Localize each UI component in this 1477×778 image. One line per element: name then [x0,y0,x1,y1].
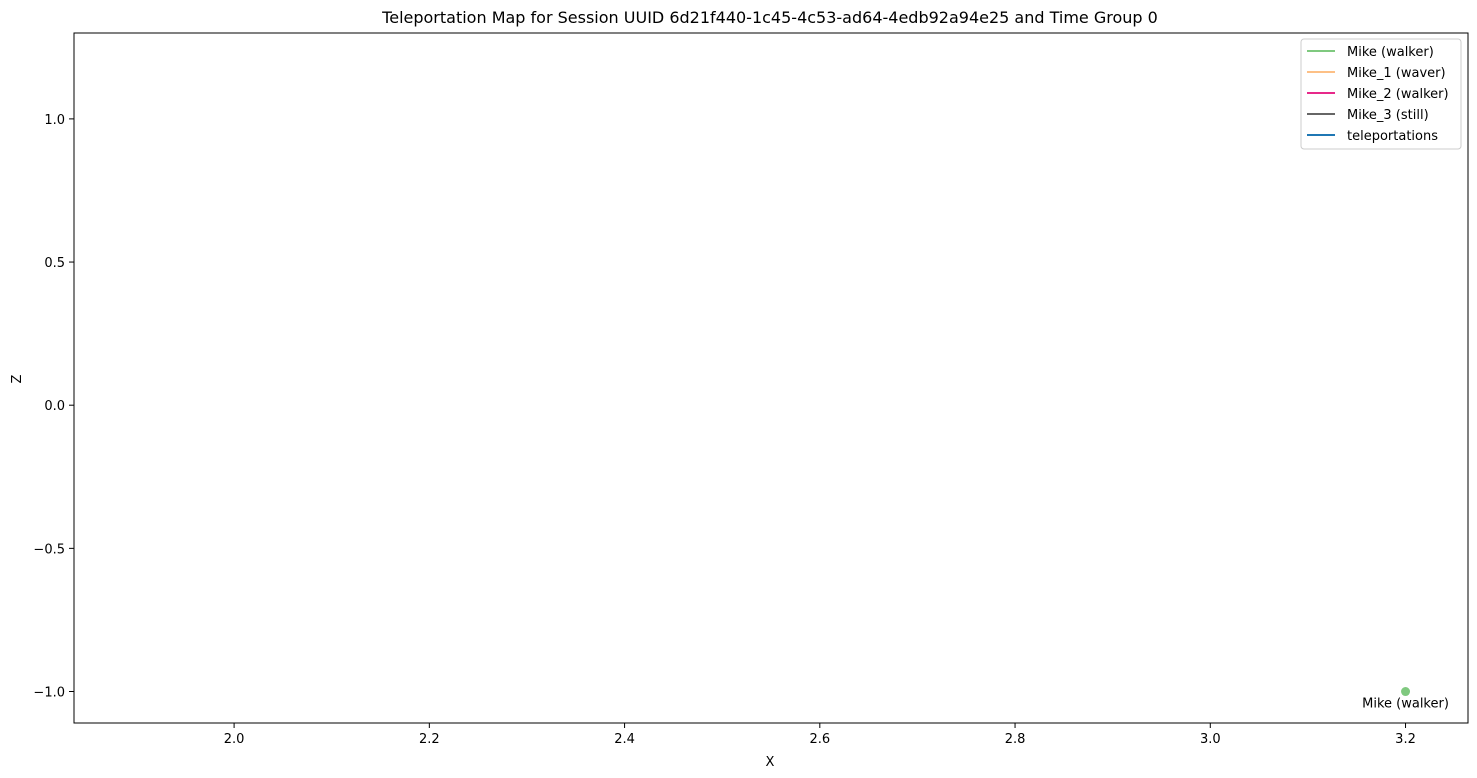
chart-title: Teleportation Map for Session UUID 6d21f… [381,8,1158,27]
legend-entry: Mike_3 (still) [1347,108,1429,123]
y-tick-label: −1.0 [33,686,65,701]
legend: Mike (walker) Mike_1 (waver) Mike_2 (walke… [1300,38,1462,150]
x-tick-label: 2.4 [614,732,635,747]
x-tick-label: 2.2 [419,732,440,747]
y-tick-label: 0.0 [44,399,65,414]
y-tick-label: 1.0 [44,113,65,128]
plot-area [73,32,1469,724]
legend-entry: Mike_2 (walker) [1347,87,1449,102]
legend-entry: Mike_1 (waver) [1347,66,1446,81]
y-axis-label: Z [10,374,25,383]
legend-box [1300,38,1462,150]
x-tick-label: 3.0 [1200,732,1221,747]
y-tick-label: 0.5 [44,256,65,271]
data-points [1401,687,1411,697]
x-tick-label: 2.0 [224,732,245,747]
legend-entry: teleportations [1347,129,1438,144]
x-tick-label: 2.6 [809,732,830,747]
annotations: Mike (walker) [1362,697,1449,712]
y-tick-label: −0.5 [33,542,65,557]
point-annotation: Mike (walker) [1362,697,1449,712]
x-axis-label: X [766,755,775,770]
data-point [1401,687,1411,697]
x-axis: 2.0 2.2 2.4 2.6 2.8 3.0 3.2 [224,723,1416,747]
legend-entry: Mike (walker) [1347,45,1434,60]
y-axis: 1.0 0.5 0.0 −0.5 −1.0 [33,113,74,701]
x-tick-label: 3.2 [1395,732,1416,747]
x-tick-label: 2.8 [1005,732,1026,747]
